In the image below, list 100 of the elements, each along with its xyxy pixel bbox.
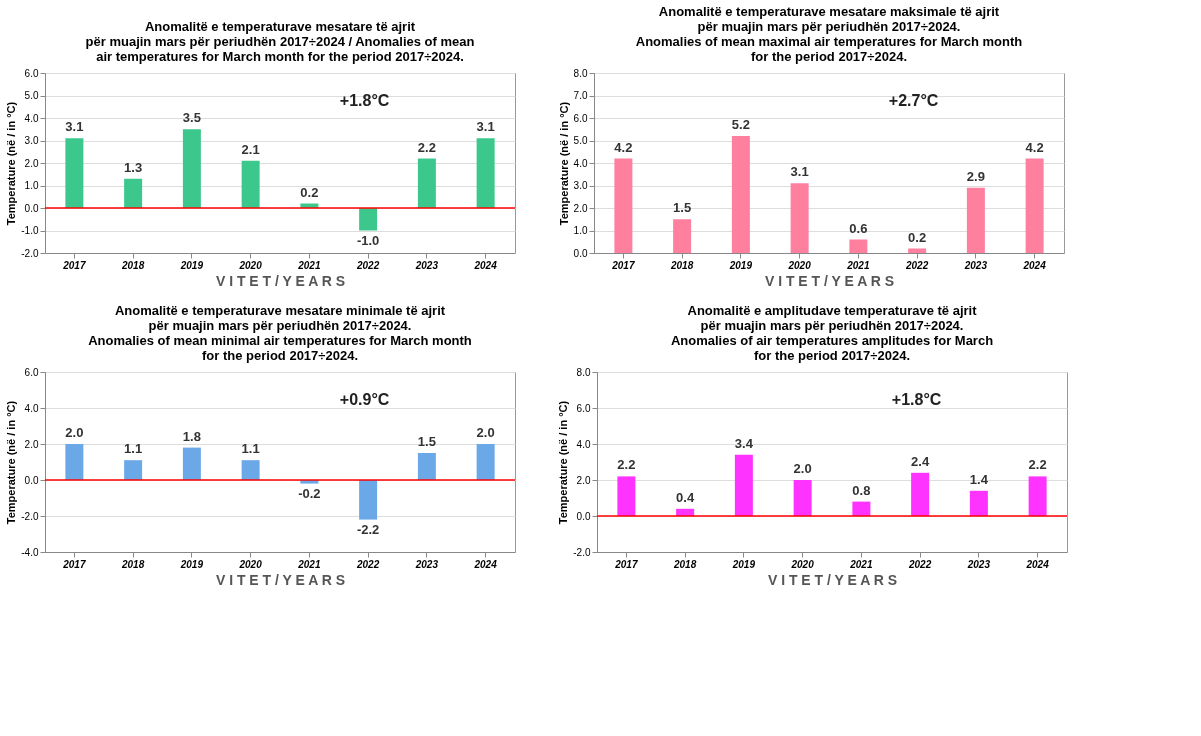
x-tick-label: 2023 <box>414 259 439 271</box>
bar <box>966 187 985 253</box>
y-tick-label: 2.0 <box>573 202 588 214</box>
data-label: 1.5 <box>673 200 692 216</box>
bar <box>124 178 143 208</box>
y-axis-title: Temperature (në / in °C) <box>5 101 18 226</box>
x-tick-label: 2019 <box>179 259 204 271</box>
y-tick-label: 4.0 <box>24 402 39 414</box>
y-axis-title: Temperature (në / in °C) <box>5 400 18 525</box>
data-label: 0.4 <box>676 489 695 505</box>
bar <box>1028 476 1047 516</box>
y-tick-label: -2.0 <box>573 546 591 558</box>
x-tick-label: 2020 <box>238 558 263 570</box>
data-label: 2.4 <box>911 453 930 469</box>
x-tick-label: 2024 <box>473 558 498 570</box>
y-tick-label: 6.0 <box>573 112 588 124</box>
data-label: 1.3 <box>124 159 143 175</box>
x-tick-label: 2018 <box>121 259 145 271</box>
data-label: 2.2 <box>617 457 636 473</box>
bar <box>124 460 143 480</box>
y-tick-label: 1.0 <box>573 225 588 236</box>
x-tick-label: 2024 <box>1025 558 1050 570</box>
data-label: 4.2 <box>614 139 633 155</box>
annotation: +1.8°C <box>891 391 942 408</box>
y-tick-label: 4.0 <box>24 112 39 124</box>
x-axis-title: V I T E T / Y E A R S <box>215 272 346 289</box>
y-tick-label: 6.0 <box>24 67 39 79</box>
x-tick-label: 2021 <box>849 558 873 570</box>
bar <box>911 472 930 516</box>
data-label: 3.1 <box>476 119 495 135</box>
data-label: 0.8 <box>852 482 871 498</box>
y-tick-label: 0.0 <box>573 247 588 259</box>
chart-title: Anomalitë e temperaturave mesatare të ajrit për muajin mars për periudhën 2017÷2024 / Anomalies of mean air temperatures for March month for the period 2017÷2024. <box>85 19 475 64</box>
y-tick-label: 8.0 <box>573 67 588 79</box>
y-axis-title: Temperature (në / in °C) <box>557 101 570 226</box>
bar <box>65 444 84 480</box>
y-tick-label: 5.0 <box>573 135 588 146</box>
y-tick-label: 2.0 <box>24 438 39 450</box>
x-tick-label: 2018 <box>673 558 697 570</box>
x-tick-label: 2024 <box>1022 259 1047 271</box>
data-label: 2.0 <box>65 425 84 440</box>
y-tick-label: 6.0 <box>576 402 591 414</box>
x-tick-label: 2022 <box>356 558 380 570</box>
x-tick-label: 2023 <box>414 558 439 570</box>
y-tick-label: 7.0 <box>573 90 588 101</box>
data-label: 2.0 <box>476 425 495 440</box>
data-label: -2.2 <box>356 521 380 537</box>
data-label: -1.0 <box>356 232 380 248</box>
y-tick-label: 8.0 <box>576 366 591 378</box>
y-tick-label: 0.0 <box>24 474 39 486</box>
bar <box>241 460 260 480</box>
bar <box>359 480 378 520</box>
x-tick-label: 2020 <box>790 558 815 570</box>
y-tick-label: 3.0 <box>573 180 588 191</box>
x-tick-label: 2017 <box>62 259 86 271</box>
data-label: 5.2 <box>731 117 750 132</box>
x-tick-label: 2023 <box>963 259 988 271</box>
y-axis-title: Temperature (në / in °C) <box>557 400 570 525</box>
y-tick-label: 0.0 <box>576 510 591 522</box>
y-tick-label: -2.0 <box>21 247 39 259</box>
x-tick-label: 2018 <box>121 558 145 570</box>
data-label: 1.8 <box>182 428 201 444</box>
data-label: 3.4 <box>734 435 754 451</box>
y-tick-label: 5.0 <box>24 90 39 101</box>
x-tick-label: 2017 <box>62 558 86 570</box>
data-label: 2.0 <box>793 461 812 476</box>
y-tick-label: 3.0 <box>24 135 39 146</box>
data-label: 3.1 <box>65 119 84 135</box>
bar <box>852 501 871 516</box>
bar <box>417 453 436 480</box>
y-tick-label: 2.0 <box>576 474 591 486</box>
bar <box>476 444 495 480</box>
x-tick-label: 2021 <box>846 259 870 271</box>
data-label: 1.4 <box>969 471 989 487</box>
data-label: 1.5 <box>417 434 436 449</box>
data-label: 2.9 <box>966 168 985 184</box>
x-axis-title: V I T E T / Y E A R S <box>215 571 346 588</box>
x-tick-label: 2017 <box>611 259 635 271</box>
y-tick-label: 1.0 <box>24 180 39 191</box>
y-tick-label: 2.0 <box>24 157 39 169</box>
x-axis-title: V I T E T / Y E A R S <box>767 571 898 588</box>
x-tick-label: 2019 <box>731 558 756 570</box>
y-tick-label: -1.0 <box>21 225 39 236</box>
bar <box>476 138 495 208</box>
bar <box>969 490 988 516</box>
bar <box>359 208 378 231</box>
y-tick-label: 6.0 <box>24 366 39 378</box>
bar <box>417 158 436 208</box>
bar <box>849 239 868 253</box>
data-label: 4.2 <box>1025 139 1044 155</box>
x-tick-label: 2019 <box>728 259 753 271</box>
y-tick-label: 4.0 <box>573 157 588 169</box>
bar <box>614 158 633 253</box>
annotation: +0.9°C <box>339 391 390 408</box>
x-tick-label: 2021 <box>297 558 321 570</box>
y-tick-label: 4.0 <box>576 438 591 450</box>
chart-title: Anomalitë e temperaturave mesatare minimale të ajrit për muajin mars për periudhën 2017÷2024. Anomalies of mean minimal air temperatures for March month for the period 2017÷2024. <box>88 303 472 363</box>
bar <box>241 160 260 208</box>
data-label: 0.2 <box>908 229 927 245</box>
chart-title: Anomalitë e temperaturave mesatare maksimale të ajrit për muajin mars për periudhën 2017÷2024. Anomalies of mean maximal air temperatures for March month for the period 2017÷2024. <box>635 4 1023 64</box>
